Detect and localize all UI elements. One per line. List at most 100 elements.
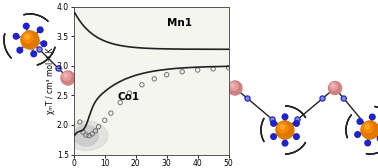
Circle shape <box>180 40 186 46</box>
Circle shape <box>330 82 338 90</box>
Point <box>92 130 98 132</box>
Point <box>226 66 232 69</box>
Circle shape <box>217 75 220 78</box>
Circle shape <box>282 140 288 146</box>
Circle shape <box>283 120 287 124</box>
Circle shape <box>361 131 365 135</box>
Circle shape <box>62 72 71 80</box>
Circle shape <box>294 134 299 139</box>
Circle shape <box>271 121 276 126</box>
Circle shape <box>295 117 300 122</box>
Circle shape <box>34 32 38 36</box>
Circle shape <box>290 124 294 128</box>
Circle shape <box>161 34 179 52</box>
Point <box>179 70 185 73</box>
Circle shape <box>143 50 146 53</box>
Circle shape <box>160 41 164 45</box>
Circle shape <box>56 66 61 71</box>
Circle shape <box>276 124 280 128</box>
Circle shape <box>246 97 249 100</box>
Circle shape <box>36 40 40 44</box>
Circle shape <box>57 67 60 70</box>
Circle shape <box>276 132 280 136</box>
Text: Mn1: Mn1 <box>167 18 192 28</box>
Circle shape <box>23 23 29 29</box>
Circle shape <box>365 125 370 129</box>
Ellipse shape <box>74 125 99 146</box>
Circle shape <box>355 132 360 137</box>
Circle shape <box>296 118 299 121</box>
Circle shape <box>216 74 221 79</box>
Text: Co1: Co1 <box>117 92 139 102</box>
Circle shape <box>229 82 238 90</box>
Circle shape <box>91 67 96 72</box>
Circle shape <box>20 36 24 40</box>
Circle shape <box>25 35 29 39</box>
Circle shape <box>342 97 345 100</box>
Circle shape <box>161 29 166 34</box>
Circle shape <box>375 125 378 129</box>
Circle shape <box>37 27 43 33</box>
Circle shape <box>22 44 26 48</box>
Circle shape <box>185 53 187 56</box>
Circle shape <box>142 49 147 54</box>
Circle shape <box>172 48 176 52</box>
Point <box>127 92 133 94</box>
Circle shape <box>328 81 341 94</box>
Circle shape <box>282 114 288 120</box>
Point <box>77 121 83 123</box>
Circle shape <box>116 58 121 63</box>
Circle shape <box>276 121 294 139</box>
Circle shape <box>362 123 366 127</box>
Circle shape <box>92 68 95 71</box>
Point <box>151 77 157 80</box>
Circle shape <box>332 84 335 87</box>
Circle shape <box>361 121 378 139</box>
Circle shape <box>161 52 166 57</box>
Circle shape <box>369 114 375 120</box>
Circle shape <box>365 140 370 146</box>
Circle shape <box>321 97 324 100</box>
Point <box>164 73 170 76</box>
Circle shape <box>278 123 288 133</box>
Y-axis label: χₘT / cm³ mol⁻¹ K: χₘT / cm³ mol⁻¹ K <box>46 47 55 114</box>
Point <box>86 134 92 137</box>
Circle shape <box>271 118 274 121</box>
Circle shape <box>369 120 373 124</box>
Circle shape <box>23 33 33 43</box>
Circle shape <box>31 51 37 57</box>
Circle shape <box>184 52 189 57</box>
Circle shape <box>165 38 170 42</box>
Circle shape <box>280 125 285 129</box>
Point <box>102 119 108 122</box>
Circle shape <box>21 31 39 49</box>
Circle shape <box>13 33 19 39</box>
Circle shape <box>17 47 23 53</box>
Circle shape <box>174 52 180 57</box>
Point <box>210 68 216 70</box>
Circle shape <box>154 40 160 46</box>
Circle shape <box>41 41 47 47</box>
Circle shape <box>176 41 180 45</box>
Circle shape <box>363 123 373 133</box>
Circle shape <box>357 119 363 124</box>
Circle shape <box>228 81 242 95</box>
Circle shape <box>172 34 176 38</box>
Circle shape <box>294 121 299 126</box>
Point <box>96 125 102 128</box>
Circle shape <box>163 36 173 46</box>
Point <box>117 101 123 104</box>
Circle shape <box>64 74 68 77</box>
Circle shape <box>374 133 378 137</box>
Point <box>195 69 201 71</box>
Circle shape <box>164 34 168 38</box>
Point <box>139 83 145 86</box>
Circle shape <box>37 47 42 52</box>
Circle shape <box>320 96 325 101</box>
Circle shape <box>174 29 180 34</box>
Circle shape <box>61 71 75 85</box>
Point <box>108 112 114 115</box>
Circle shape <box>30 46 34 50</box>
Circle shape <box>231 84 235 87</box>
Point <box>83 134 89 136</box>
